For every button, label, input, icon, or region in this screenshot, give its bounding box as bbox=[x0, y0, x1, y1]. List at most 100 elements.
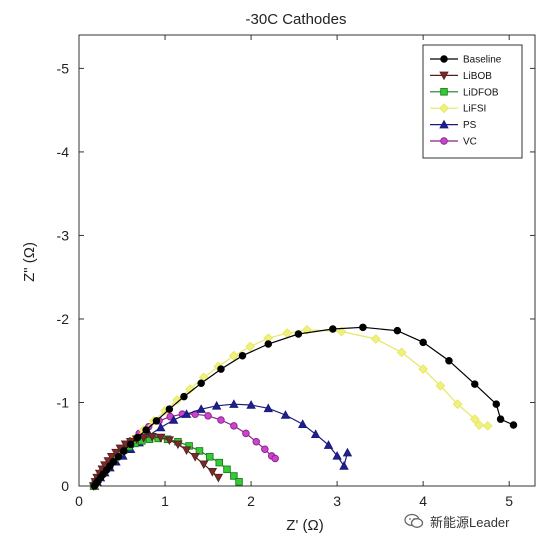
data-point bbox=[370, 334, 381, 344]
data-point bbox=[339, 461, 349, 470]
data-point bbox=[297, 419, 308, 428]
data-point bbox=[138, 433, 149, 443]
data-point bbox=[119, 447, 128, 455]
x-tick-label: 0 bbox=[75, 493, 83, 509]
series-line bbox=[94, 326, 514, 487]
data-point bbox=[419, 338, 427, 347]
data-point bbox=[181, 409, 192, 418]
legend: Baseline LiBOB LiDFOB LiFSI PS VC bbox=[422, 44, 523, 159]
legend-item-lifsi: LiFSI bbox=[430, 103, 486, 115]
legend-label: Baseline bbox=[463, 55, 502, 66]
chart-title: -30C Cathodes bbox=[246, 11, 347, 28]
data-point bbox=[271, 454, 279, 463]
data-point bbox=[323, 440, 334, 449]
data-point bbox=[181, 446, 192, 455]
plot-frame bbox=[78, 34, 536, 487]
x-tick-label: 5 bbox=[505, 493, 513, 509]
data-point bbox=[199, 460, 209, 470]
axis-ticks: 0 1 2 3 4 5 0 -1 -2 -3 -4 -5 bbox=[57, 35, 535, 509]
data-point bbox=[206, 453, 214, 461]
watermark-text: 新能源Leader bbox=[430, 514, 510, 530]
legend-label: PS bbox=[463, 120, 477, 131]
watermark: 新能源Leader bbox=[404, 508, 509, 534]
data-point bbox=[156, 422, 166, 432]
y-tick-label: -3 bbox=[57, 227, 70, 243]
data-point bbox=[264, 340, 273, 348]
data-point bbox=[230, 422, 238, 430]
data-point bbox=[252, 437, 260, 446]
data-point bbox=[217, 416, 225, 424]
data-point bbox=[235, 478, 243, 486]
data-point bbox=[261, 445, 269, 454]
data-point bbox=[263, 403, 274, 413]
data-point bbox=[173, 440, 183, 450]
data-point bbox=[168, 415, 179, 424]
data-point bbox=[310, 429, 321, 438]
data-point bbox=[165, 405, 174, 413]
data-point bbox=[215, 458, 223, 467]
legend-item-baseline: Baseline bbox=[430, 55, 502, 66]
x-axis-title: Z' (Ω) bbox=[286, 517, 323, 534]
data-point bbox=[445, 356, 453, 365]
data-point bbox=[342, 447, 353, 457]
data-point bbox=[229, 399, 239, 408]
legend-item-ps: PS bbox=[430, 119, 477, 131]
legend-label: LiDFOB bbox=[463, 87, 499, 98]
data-point bbox=[152, 417, 161, 425]
y-tick-label: -4 bbox=[57, 144, 70, 160]
legend-label: LiBOB bbox=[463, 71, 492, 82]
data-point bbox=[213, 473, 224, 483]
series-layer bbox=[88, 323, 518, 491]
data-point bbox=[482, 420, 493, 431]
series-baseline bbox=[90, 323, 518, 490]
data-point bbox=[147, 432, 157, 442]
y-tick-label: -5 bbox=[57, 60, 70, 76]
legend-item-lidfob: LiDFOB bbox=[430, 87, 499, 98]
data-point bbox=[109, 458, 118, 466]
legend-label: LiFSI bbox=[463, 104, 486, 115]
series-line bbox=[94, 329, 488, 487]
data-point bbox=[302, 324, 312, 335]
data-point bbox=[246, 400, 256, 409]
data-point bbox=[196, 404, 206, 413]
legend-box bbox=[422, 44, 523, 159]
data-point bbox=[471, 380, 479, 388]
x-tick-label: 4 bbox=[419, 493, 427, 509]
series-lifsi bbox=[90, 324, 493, 491]
legend-item-libob: LiBOB bbox=[430, 71, 492, 82]
data-point bbox=[452, 399, 463, 410]
y-axis-title: Z" (Ω) bbox=[21, 242, 38, 282]
data-point bbox=[230, 472, 238, 480]
data-point bbox=[492, 400, 501, 408]
x-tick-label: 2 bbox=[247, 493, 255, 509]
data-point bbox=[418, 364, 429, 375]
data-point bbox=[474, 420, 485, 430]
data-point bbox=[111, 448, 121, 458]
data-point bbox=[142, 426, 150, 434]
data-point bbox=[496, 415, 505, 423]
data-point bbox=[126, 440, 135, 448]
legend-marker bbox=[440, 88, 448, 96]
data-point bbox=[280, 410, 291, 419]
data-point bbox=[469, 414, 480, 425]
y-tick-label: 0 bbox=[61, 478, 69, 494]
data-point bbox=[336, 326, 347, 337]
data-point bbox=[156, 433, 166, 443]
legend-item-vc: VC bbox=[430, 137, 477, 148]
data-point bbox=[332, 451, 342, 460]
data-point bbox=[211, 400, 222, 410]
y-tick-label: -2 bbox=[57, 311, 70, 327]
data-point bbox=[396, 347, 407, 358]
y-tick-label: -1 bbox=[57, 394, 70, 410]
legend-label: VC bbox=[463, 137, 477, 148]
data-point bbox=[190, 453, 200, 462]
data-point bbox=[329, 325, 337, 333]
data-point bbox=[207, 468, 218, 477]
data-point bbox=[359, 323, 367, 332]
data-point bbox=[228, 350, 239, 361]
wechat-bubble-icon bbox=[404, 513, 424, 528]
data-point bbox=[238, 351, 247, 360]
data-point bbox=[197, 379, 205, 388]
data-point bbox=[435, 380, 446, 391]
